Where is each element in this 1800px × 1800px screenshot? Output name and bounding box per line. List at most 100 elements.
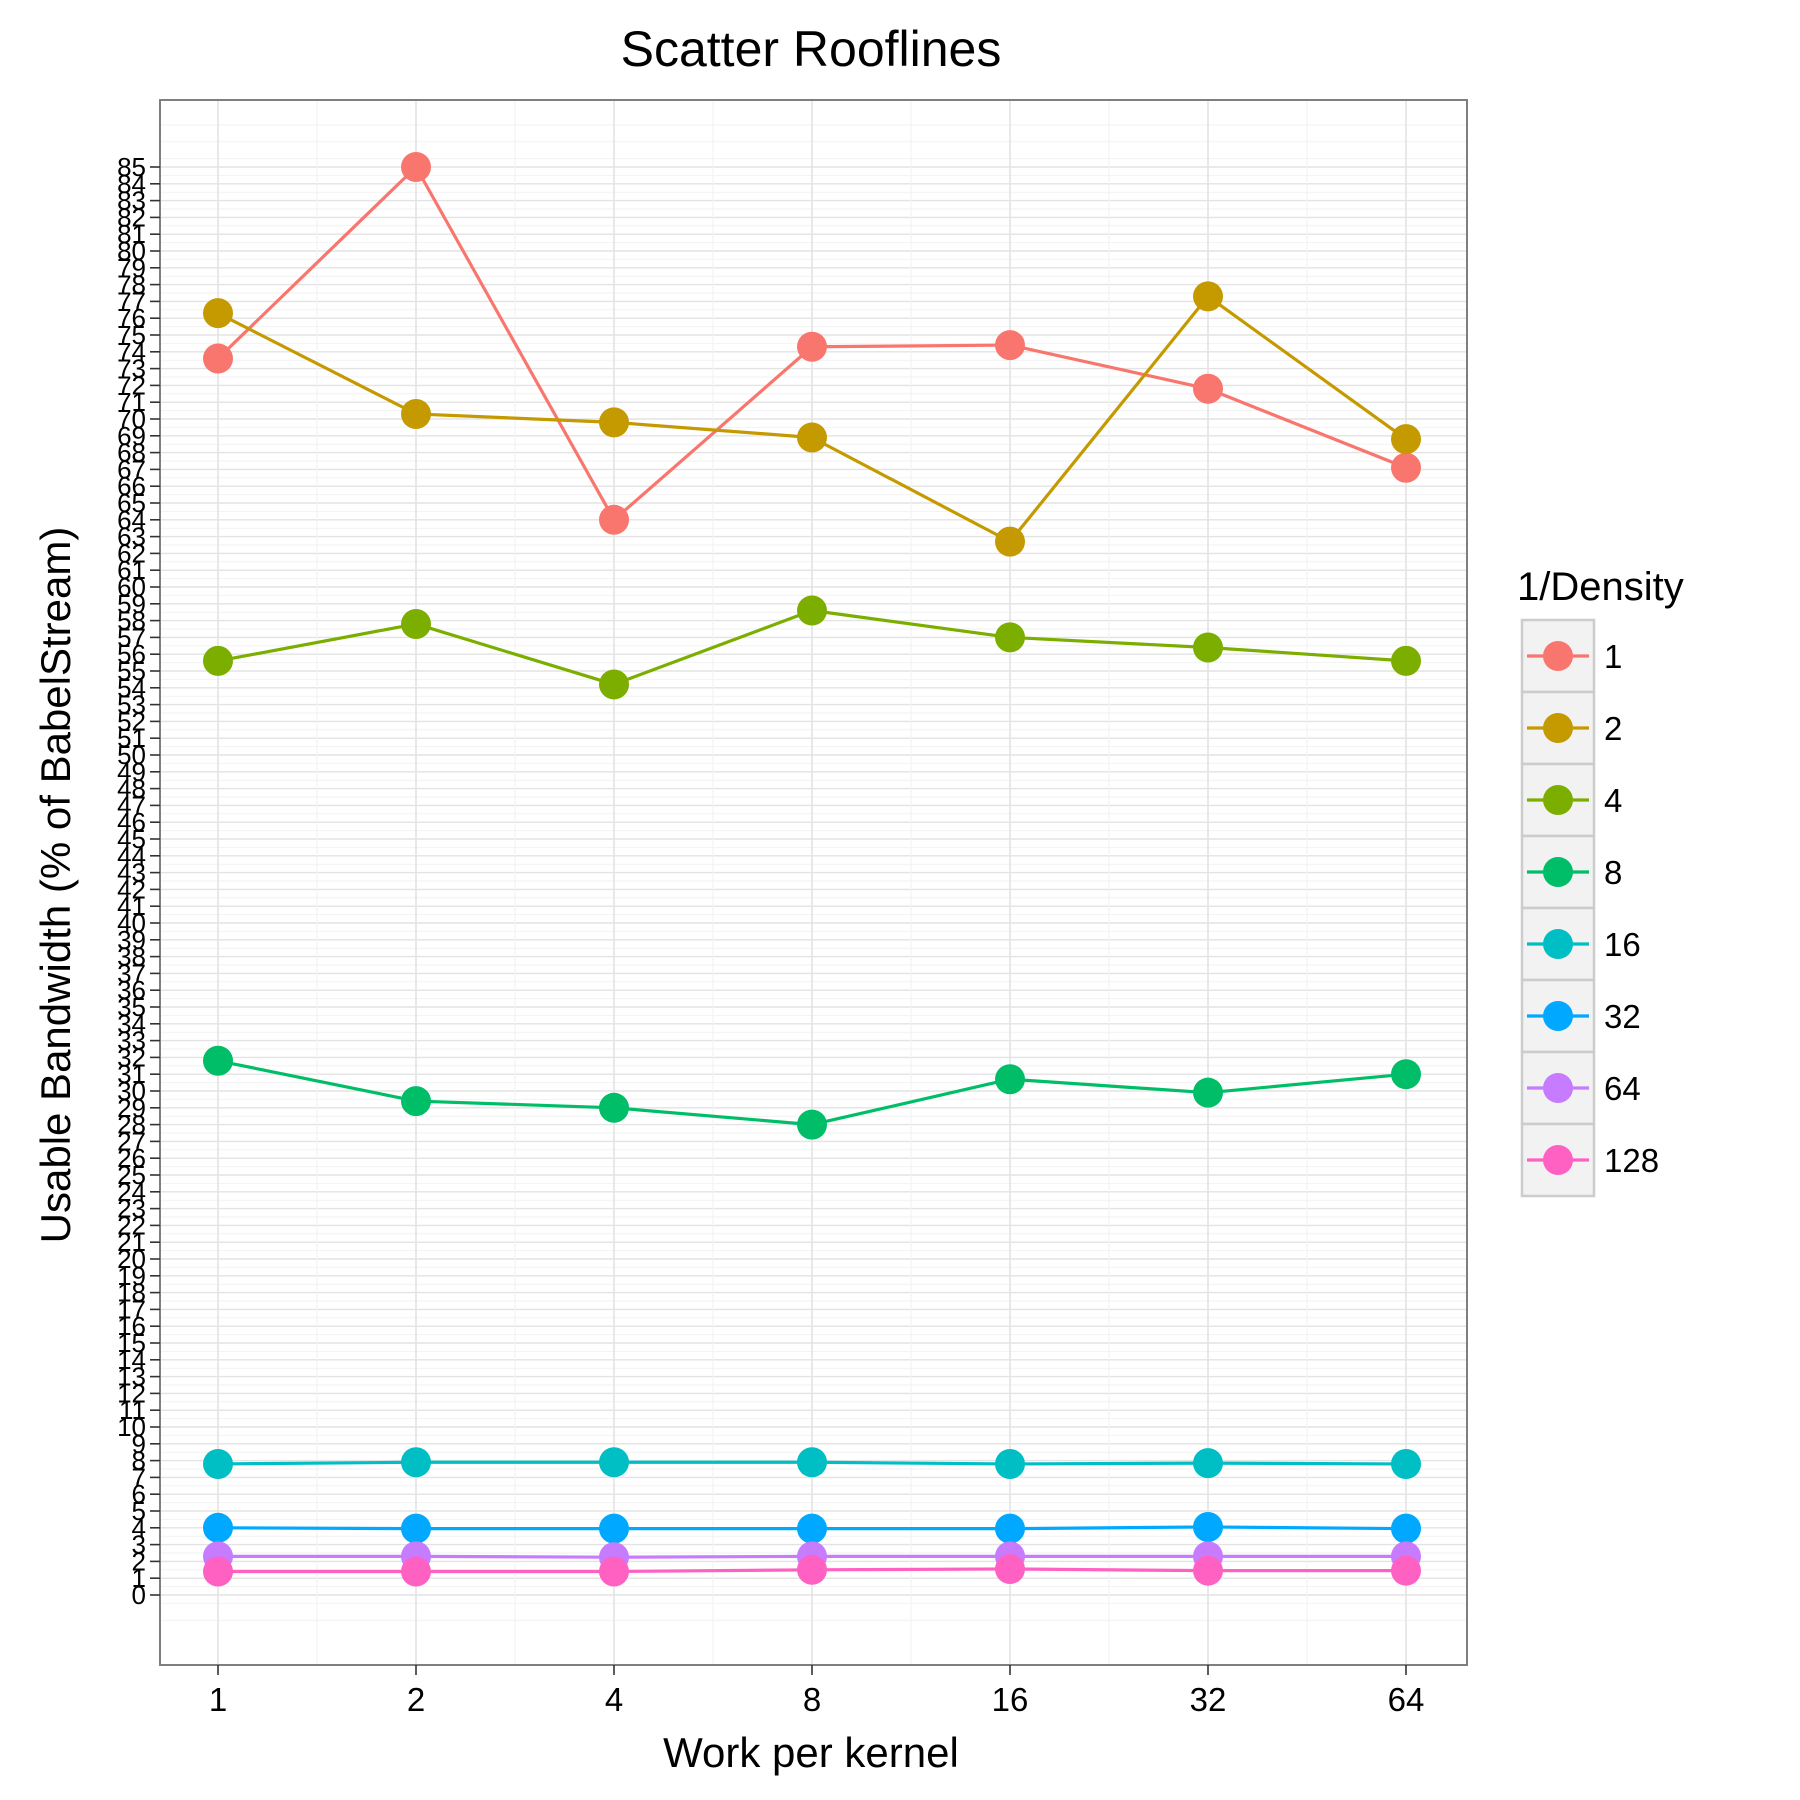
y-tick-label: 20 [117,1244,146,1274]
y-tick-label: 61 [117,555,146,585]
data-point-16-2 [401,1447,431,1478]
y-tick-label: 25 [117,1160,146,1190]
data-point-4-2 [401,608,431,639]
data-point-128-16 [995,1553,1025,1584]
data-point-32-8 [797,1513,827,1544]
data-point-32-1 [203,1512,233,1543]
data-point-128-8 [797,1554,827,1585]
y-tick-label: 14 [117,1345,146,1375]
y-tick-label: 55 [117,656,146,686]
data-point-128-1 [203,1556,233,1587]
y-tick-label: 73 [117,354,146,384]
y-tick-label: 69 [117,421,146,451]
y-tick-label: 56 [117,639,146,669]
data-point-1-16 [995,330,1025,361]
y-tick-label: 85 [117,152,146,182]
x-tick-label: 8 [803,1681,821,1718]
y-tick-label: 13 [117,1362,146,1392]
y-tick-label: 66 [117,471,146,501]
y-tick-label: 11 [119,1395,146,1425]
y-tick-label: 37 [117,958,146,988]
y-tick-label: 44 [117,841,146,871]
grid-lines [160,100,1467,1665]
y-tick-label: 82 [117,202,146,232]
y-tick-label: 17 [117,1294,146,1324]
y-tick-label: 80 [117,236,146,266]
data-point-2-2 [401,398,431,429]
y-tick-label: 52 [117,706,146,736]
data-point-8-4 [599,1092,629,1123]
legend-item-4: 4 [1520,762,1622,838]
x-tick-label: 64 [1388,1681,1425,1718]
legend-label: 64 [1604,1070,1641,1107]
data-point-2-8 [797,422,827,453]
legend-item-8: 8 [1520,834,1622,910]
y-tick-label: 39 [117,925,146,955]
x-axis-title: Work per kernel [663,1729,959,1776]
y-tick-label: 29 [117,1093,146,1123]
data-point-128-32 [1193,1555,1223,1586]
x-tick-label: 16 [992,1681,1029,1718]
data-point-2-1 [203,298,233,329]
y-tick-label: 63 [117,522,146,552]
data-point-1-4 [599,504,629,535]
y-tick-label: 48 [117,774,146,804]
x-tick-label: 2 [407,1681,425,1718]
y-tick-label: 0 [132,1580,146,1610]
legend-label: 128 [1604,1142,1659,1179]
legend-item-64: 64 [1520,1050,1641,1126]
data-point-1-8 [797,331,827,362]
y-tick-label: 81 [117,219,146,249]
data-point-2-64 [1391,424,1421,455]
y-tick-label: 16 [117,1311,146,1341]
data-point-2-32 [1193,281,1223,312]
y-tick-label: 65 [117,488,146,518]
y-tick-label: 12 [117,1378,146,1408]
y-tick-label: 22 [117,1210,146,1240]
data-point-4-32 [1193,632,1223,663]
y-tick-label: 46 [117,807,146,837]
y-tick-label: 62 [117,538,146,568]
data-point-16-8 [797,1447,827,1478]
y-tick-label: 4 [132,1513,146,1543]
y-tick-label: 45 [117,824,146,854]
y-tick-label: 15 [117,1328,146,1358]
legend-key-point [1543,1001,1573,1031]
y-tick-label: 60 [117,572,146,602]
data-point-16-32 [1193,1448,1223,1479]
data-point-16-16 [995,1448,1025,1479]
data-point-32-32 [1193,1511,1223,1542]
y-tick-label: 8 [132,1446,146,1476]
legend: 1/Density 1 2 4 8 16 32 64 128 [1517,565,1684,1198]
series-points [203,152,1421,1587]
legend-label: 16 [1604,926,1641,963]
data-point-8-32 [1193,1077,1223,1108]
y-tick-label: 79 [117,253,146,283]
y-tick-label: 58 [117,606,146,636]
data-point-32-2 [401,1513,431,1544]
legend-key-point [1543,857,1573,887]
data-point-8-1 [203,1045,233,1076]
data-point-4-4 [599,669,629,700]
y-tick-label: 38 [117,942,146,972]
data-point-8-64 [1391,1059,1421,1090]
y-tick-label: 1 [132,1563,146,1593]
y-tick-label: 31 [117,1059,146,1089]
y-tick-label: 70 [117,404,146,434]
y-tick-label: 78 [117,270,146,300]
data-point-128-2 [401,1556,431,1587]
data-point-8-8 [797,1109,827,1140]
data-point-8-16 [995,1064,1025,1095]
y-tick-label: 57 [117,622,146,652]
y-tick-label: 71 [117,387,146,417]
data-point-2-16 [995,526,1025,557]
legend-key-point [1543,785,1573,815]
y-tick-label: 24 [117,1177,146,1207]
legend-label: 32 [1604,998,1641,1035]
y-tick-label: 32 [117,1042,146,1072]
y-tick-label: 6 [132,1479,146,1509]
y-tick-label: 33 [117,1026,146,1056]
y-tick-label: 21 [117,1227,146,1257]
legend-key-point [1543,1073,1573,1103]
